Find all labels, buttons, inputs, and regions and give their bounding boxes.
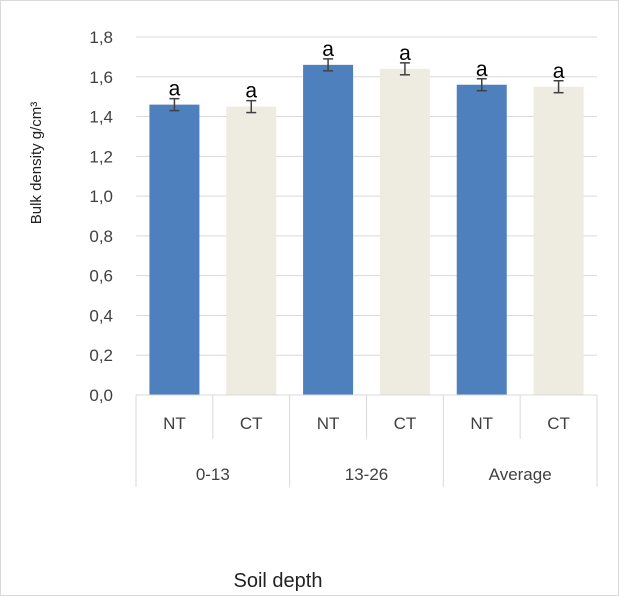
bar [456, 84, 507, 395]
bar [379, 68, 430, 396]
bar [533, 86, 584, 395]
significance-label: a [476, 58, 488, 81]
bar [226, 106, 277, 395]
y-axis-tick-labels: 0,0 0,2 0,4 0,6 0,8 1,0 1,2 1,4 1,6 1,8 [89, 28, 113, 405]
significance-labels: a a a a a a [169, 38, 565, 103]
error-bars [169, 58, 564, 114]
significance-label: a [553, 60, 565, 83]
significance-label: a [399, 42, 411, 65]
y-tick-label: 0,2 [89, 346, 113, 365]
y-axis-title: Bulk density g/cm³ [28, 102, 45, 225]
x-category-label: NT [317, 414, 340, 433]
x-axis: NT CT NT CT NT CT 0-13 13-26 Average [135, 394, 598, 487]
x-category-label: NT [470, 414, 493, 433]
x-group-label: 13-26 [345, 465, 388, 484]
y-tick-label: 0,8 [89, 227, 113, 246]
significance-label: a [245, 80, 257, 103]
x-category-label: CT [394, 414, 417, 433]
bar [149, 104, 200, 395]
bar [303, 64, 354, 395]
x-axis-title: Soil depth [234, 570, 323, 592]
y-tick-label: 0,6 [89, 267, 113, 286]
y-tick-label: 0,0 [89, 386, 113, 405]
x-group-label: Average [489, 465, 552, 484]
gridlines [136, 36, 597, 396]
y-tick-label: 1,6 [89, 68, 113, 87]
x-group-label: 0-13 [196, 465, 230, 484]
bars [149, 64, 584, 396]
y-tick-label: 1,2 [89, 147, 113, 166]
y-tick-label: 1,0 [89, 187, 113, 206]
y-tick-label: 0,4 [89, 306, 113, 325]
x-category-label: CT [547, 414, 570, 433]
significance-label: a [322, 38, 334, 61]
y-tick-label: 1,4 [89, 108, 113, 127]
x-category-label: NT [163, 414, 186, 433]
y-tick-label: 1,8 [89, 28, 113, 47]
significance-label: a [169, 78, 181, 101]
x-category-label: CT [240, 414, 263, 433]
